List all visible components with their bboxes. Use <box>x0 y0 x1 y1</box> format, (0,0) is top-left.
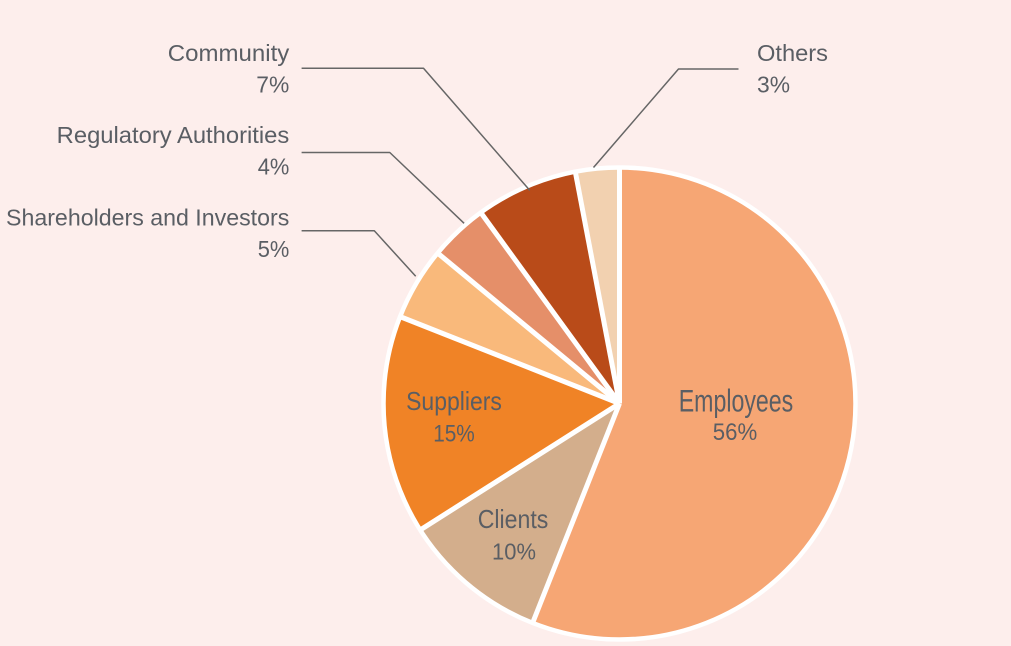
svg-text:5%: 5% <box>258 236 290 262</box>
svg-text:10%: 10% <box>492 538 536 564</box>
svg-text:Employees: Employees <box>679 383 794 419</box>
svg-text:Shareholders and Investors: Shareholders and Investors <box>6 205 289 231</box>
svg-text:Suppliers: Suppliers <box>406 388 502 416</box>
svg-text:Clients: Clients <box>478 506 549 534</box>
svg-text:Others: Others <box>757 40 828 66</box>
svg-text:Regulatory Authorities: Regulatory Authorities <box>57 122 290 148</box>
svg-text:56%: 56% <box>713 419 758 446</box>
svg-text:4%: 4% <box>258 154 290 180</box>
svg-text:Community: Community <box>168 40 290 66</box>
svg-text:15%: 15% <box>433 421 475 448</box>
svg-text:7%: 7% <box>256 71 289 97</box>
svg-text:3%: 3% <box>757 71 790 97</box>
